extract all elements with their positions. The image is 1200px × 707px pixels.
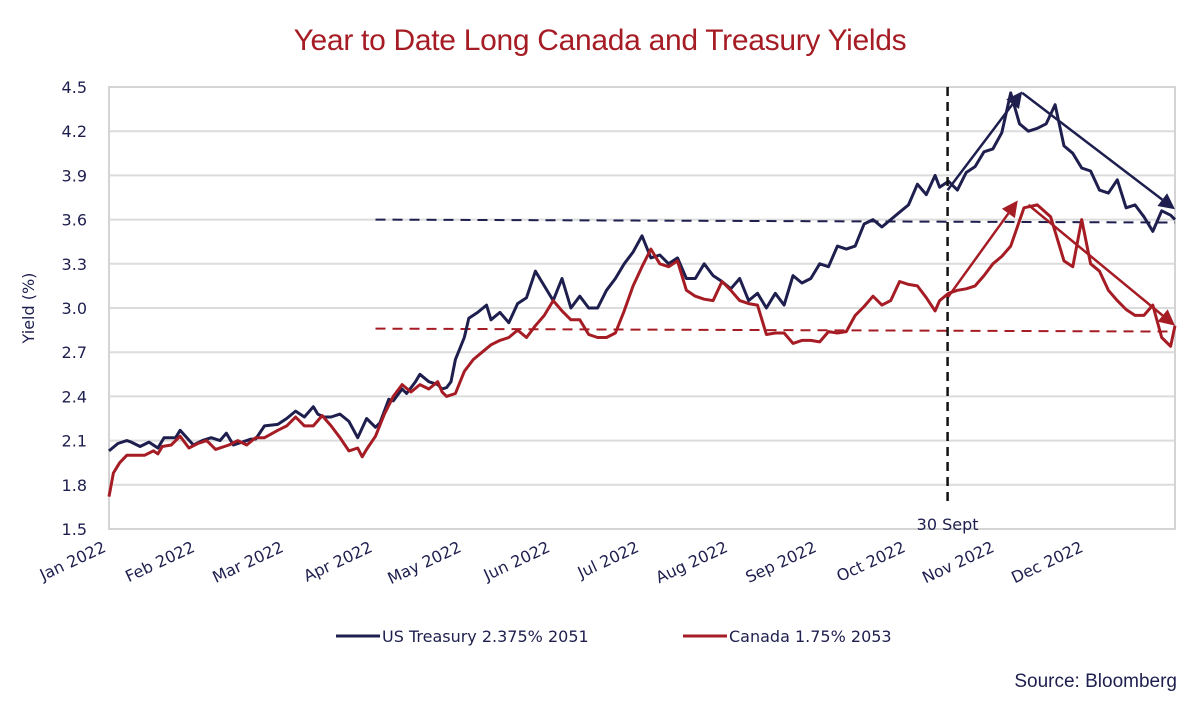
y-tick-label: 2.4 [62,387,87,406]
x-tick-label: Oct 2022 [834,537,909,585]
trend-arrow-head [1157,309,1175,326]
y-tick-label: 4.2 [62,122,87,141]
x-tick-label: Jun 2022 [480,537,553,585]
plot-frame [108,86,1176,530]
y-tick-label: 3.9 [62,166,87,185]
x-tick-label: Apr 2022 [301,537,376,585]
trend-arrow-head [1157,193,1175,210]
legend-label: US Treasury 2.375% 2051 [382,627,589,646]
series-line-us-treasury [108,91,1177,453]
x-tick-label: Jul 2022 [574,537,642,582]
x-tick-label: Feb 2022 [122,537,197,586]
trend-arrow-line [946,103,1014,191]
y-axis-label: Yield (%) [19,273,38,345]
y-tick-label: 4.5 [62,78,87,97]
marker-label-30-sept: 30 Sept [917,515,979,534]
x-tick-label: Jan 2022 [36,537,109,584]
y-tick-label: 3.6 [62,211,87,230]
trend-arrow-line [946,212,1010,299]
x-axis-ticks: Jan 2022 Feb 2022 Mar 2022 Apr 2022 May 2022… [36,537,1086,588]
trend-arrow-head [1001,200,1018,219]
y-tick-label: 2.7 [62,343,87,362]
y-axis-ticks: 1.5 1.8 2.1 2.4 2.7 3.0 3.3 3.6 3.9 4.2 4.5 [62,78,87,539]
y-tick-label: 3.3 [62,255,87,274]
trend-arrows [946,91,1175,326]
grid-lines [109,86,1175,530]
trend-arrow-head [1006,91,1023,110]
series-line-canada [107,203,1177,497]
reference-lines [375,218,1176,333]
trend-arrow-line [1027,203,1164,317]
legend-label: Canada 1.75% 2053 [729,627,892,646]
y-tick-label: 2.1 [62,432,87,451]
x-tick-label: Mar 2022 [209,537,286,586]
x-tick-label: Aug 2022 [653,537,731,587]
source-note: Source: Bloomberg [1014,671,1177,692]
x-tick-label: Nov 2022 [919,537,997,587]
y-tick-label: 1.5 [62,520,87,539]
y-tick-label: 1.8 [62,476,87,495]
reference-line [375,218,1176,224]
chart-title: Year to Date Long Canada and Treasury Yi… [294,24,907,57]
x-tick-label: May 2022 [384,537,464,588]
legend: US Treasury 2.375% 2051 Canada 1.75% 2053 [336,627,892,646]
x-tick-label: Dec 2022 [1008,537,1086,587]
x-tick-label: Sep 2022 [742,537,819,586]
series-lines [107,91,1177,497]
trend-arrow-line [1021,91,1164,201]
y-tick-label: 3.0 [62,299,87,318]
reference-line [375,327,1176,333]
